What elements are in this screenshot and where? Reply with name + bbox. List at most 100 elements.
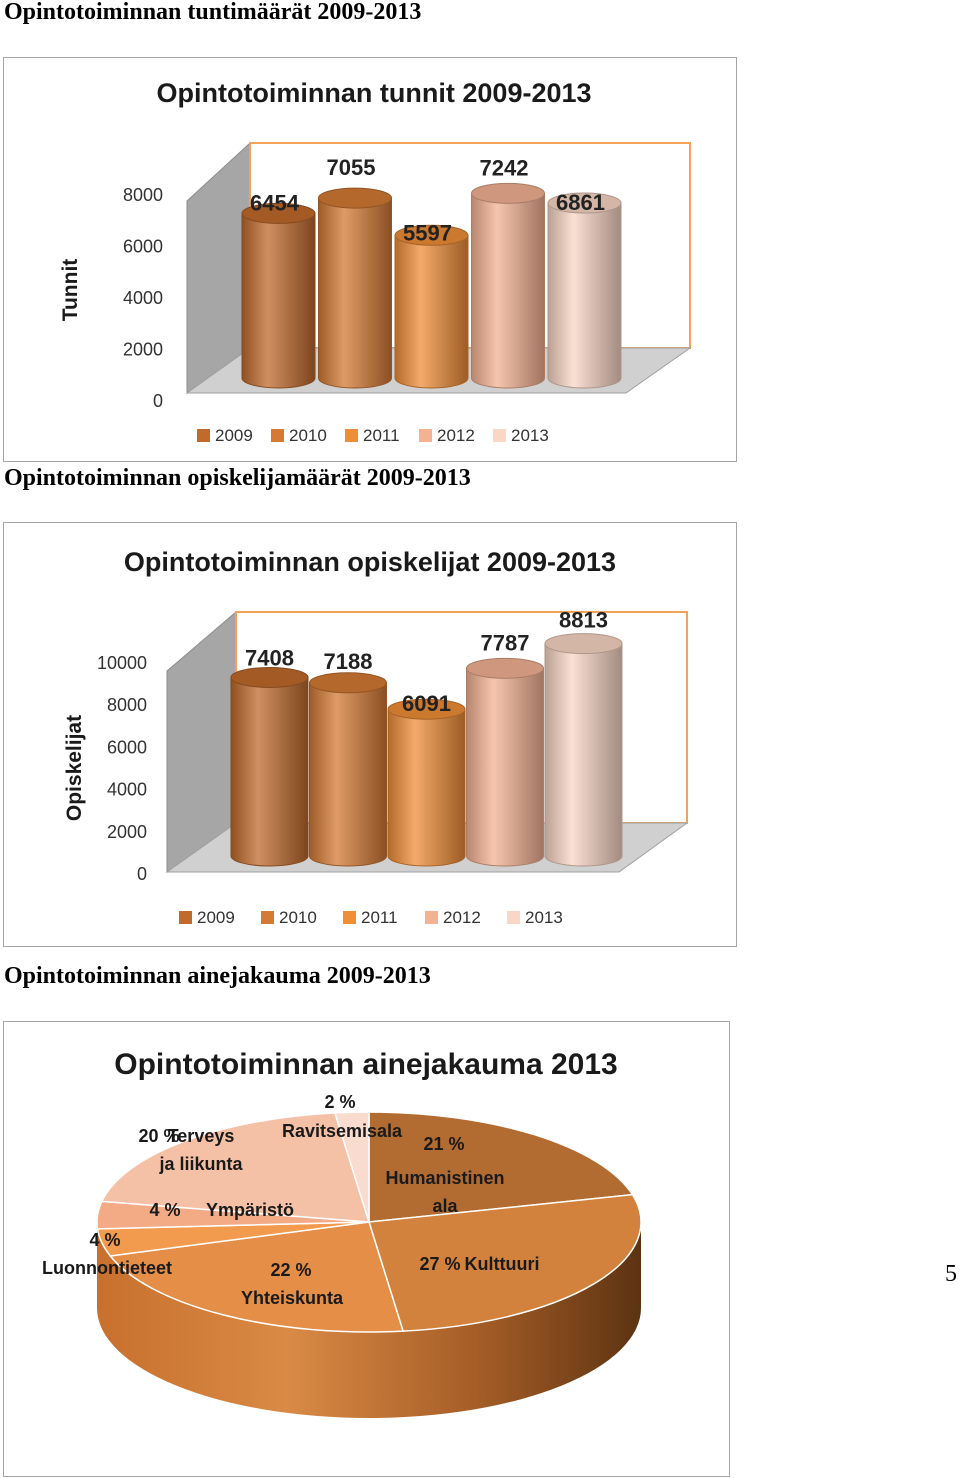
bar-top — [309, 672, 387, 694]
bar-2010 — [318, 187, 392, 389]
y-tick-label: 6000 — [107, 737, 147, 757]
y-tick-label: 2000 — [123, 340, 163, 360]
students-bar-chart: Opintotoiminnan opiskelijat 2009-2013 Opi… — [63, 547, 689, 927]
bar-2011 — [394, 224, 469, 389]
legend-label-2013: 2013 — [525, 908, 563, 927]
pie-slice-yhteiskunta — [108, 1221, 405, 1333]
bar-top — [230, 666, 309, 688]
subjects-pie-chart: Opintotoiminnan ainejakauma 2013 21 % Huma… — [42, 1048, 642, 1418]
bar-top — [394, 224, 469, 246]
y-tick-label: 10000 — [97, 653, 147, 673]
bar-top — [387, 698, 466, 720]
data-label-2011: 5597 — [403, 220, 452, 245]
pie-name-label-ravitsemisala: Ravitsemisala — [282, 1121, 403, 1141]
legend-swatch-2012 — [419, 429, 432, 442]
y-tick-label: 2000 — [107, 822, 147, 842]
legend-label-2009: 2009 — [197, 908, 235, 927]
pie-name-label-ympäristö: Ympäristö — [206, 1200, 294, 1220]
pie-side — [97, 1222, 641, 1418]
pie-pct-label-ympäristö: 4 % — [149, 1200, 180, 1220]
data-label-2009: 6454 — [250, 190, 300, 215]
pie-name-label-luonnontieteet: Luonnontieteet — [42, 1258, 172, 1278]
pie-pct-label-kulttuuri: 27 % — [419, 1254, 460, 1274]
pie-name-label-terveys-ja-liikunta: Terveys ja liikunta — [158, 1126, 243, 1174]
y-tick-label: 6000 — [123, 237, 163, 257]
y-tick-label: 8000 — [107, 695, 147, 715]
section-heading-subjects: Opintotoiminnan ainejakauma 2009-2013 — [4, 963, 431, 989]
pie-slice-terveys-ja-liikunta — [100, 1112, 371, 1223]
legend-label-2013: 2013 — [511, 426, 549, 445]
bar-top — [318, 187, 392, 209]
legend-label-2011: 2011 — [361, 908, 398, 927]
legend-label-2012: 2012 — [443, 908, 481, 927]
hours-bar-chart: Opintotoiminnan tunnit 2009-2013 Tunnit 0 2… — [59, 78, 692, 445]
pie-pct-label-yhteiskunta: 22 % — [270, 1260, 311, 1280]
legend-swatch-2009 — [179, 911, 192, 924]
bar-body — [318, 197, 392, 389]
bar-body — [466, 667, 544, 867]
legend-swatch-2013 — [507, 911, 520, 924]
section-heading-hours: Opintotoiminnan tuntimäärät 2009-2013 — [4, 0, 422, 25]
legend-swatch-2012 — [425, 911, 438, 924]
pie-name-label-kulttuuri: Kulttuuri — [465, 1254, 540, 1274]
students-chart-frame: Opintotoiminnan opiskelijat 2009-2013 Opi… — [3, 522, 737, 947]
data-label-2010: 7055 — [327, 155, 376, 180]
y-tick-label: 4000 — [123, 288, 163, 308]
bar-2010 — [309, 672, 387, 867]
bar-body — [309, 682, 387, 867]
bar-body — [230, 676, 309, 867]
bar-2013 — [547, 192, 622, 389]
legend-swatch-2009 — [197, 429, 210, 442]
bar-body — [544, 643, 623, 867]
chart-title: Opintotoiminnan tunnit 2009-2013 — [156, 78, 591, 108]
y-tick-label: 4000 — [107, 780, 147, 800]
y-axis-label: Opiskelijat — [63, 715, 86, 821]
bar-2009 — [230, 666, 309, 867]
data-label-2009: 7408 — [245, 645, 294, 670]
data-label-2013: 8813 — [559, 608, 608, 633]
legend-swatch-2013 — [493, 429, 506, 442]
pie-slice-ravitsemisala — [333, 1111, 370, 1223]
bar-top — [471, 182, 545, 204]
page-number: 5 — [945, 1261, 957, 1287]
bar-body — [471, 192, 545, 389]
bar-body — [387, 708, 466, 867]
hours-chart-frame: Opintotoiminnan tunnit 2009-2013 Tunnit 0 2… — [3, 57, 737, 462]
legend-swatch-2010 — [261, 911, 274, 924]
bar-body — [394, 234, 469, 389]
legend-label-2009: 2009 — [215, 426, 253, 445]
bar-2012 — [471, 182, 545, 389]
data-label-2012: 7242 — [480, 155, 529, 180]
legend-label-2011: 2011 — [363, 426, 400, 445]
legend-swatch-2010 — [271, 429, 284, 442]
pie-pct-label-luonnontieteet: 4 % — [89, 1230, 120, 1250]
bar-2009 — [241, 202, 316, 389]
legend-swatch-2011 — [343, 911, 356, 924]
data-label-2013: 6861 — [556, 190, 605, 215]
data-label-2010: 7188 — [324, 649, 373, 674]
pie-pct-label-terveys-ja-liikunta: 20 % — [138, 1126, 179, 1146]
bar-top — [466, 657, 544, 679]
back-wall — [249, 142, 691, 349]
bar-top — [547, 192, 622, 214]
pie-pct-label-humanistinen-ala: 21 % — [423, 1134, 464, 1154]
bar-body — [241, 212, 316, 389]
chart-title: Opintotoiminnan ainejakauma 2013 — [114, 1048, 617, 1081]
y-tick-label: 8000 — [123, 185, 163, 205]
data-label-2012: 7787 — [481, 630, 530, 655]
legend-label-2010: 2010 — [289, 426, 327, 445]
legend-swatch-2011 — [345, 429, 358, 442]
bar-2011 — [387, 698, 466, 867]
bar-top — [241, 202, 316, 224]
bar-2012 — [466, 657, 544, 867]
chart-title: Opintotoiminnan opiskelijat 2009-2013 — [124, 547, 616, 577]
section-heading-students: Opintotoiminnan opiskelijamäärät 2009-20… — [4, 465, 471, 491]
bar-body — [547, 202, 622, 389]
bar-top — [544, 633, 623, 655]
pie-pct-label-ravitsemisala: 2 % — [324, 1092, 355, 1112]
pie-name-label-humanistinen-ala: Humanistinen ala — [385, 1168, 504, 1216]
y-tick-label: 0 — [153, 391, 163, 411]
pie-slice-kulttuuri — [368, 1193, 642, 1332]
y-tick-label: 0 — [137, 864, 147, 884]
subjects-chart-frame: Opintotoiminnan ainejakauma 2013 21 % Huma… — [3, 1021, 730, 1477]
